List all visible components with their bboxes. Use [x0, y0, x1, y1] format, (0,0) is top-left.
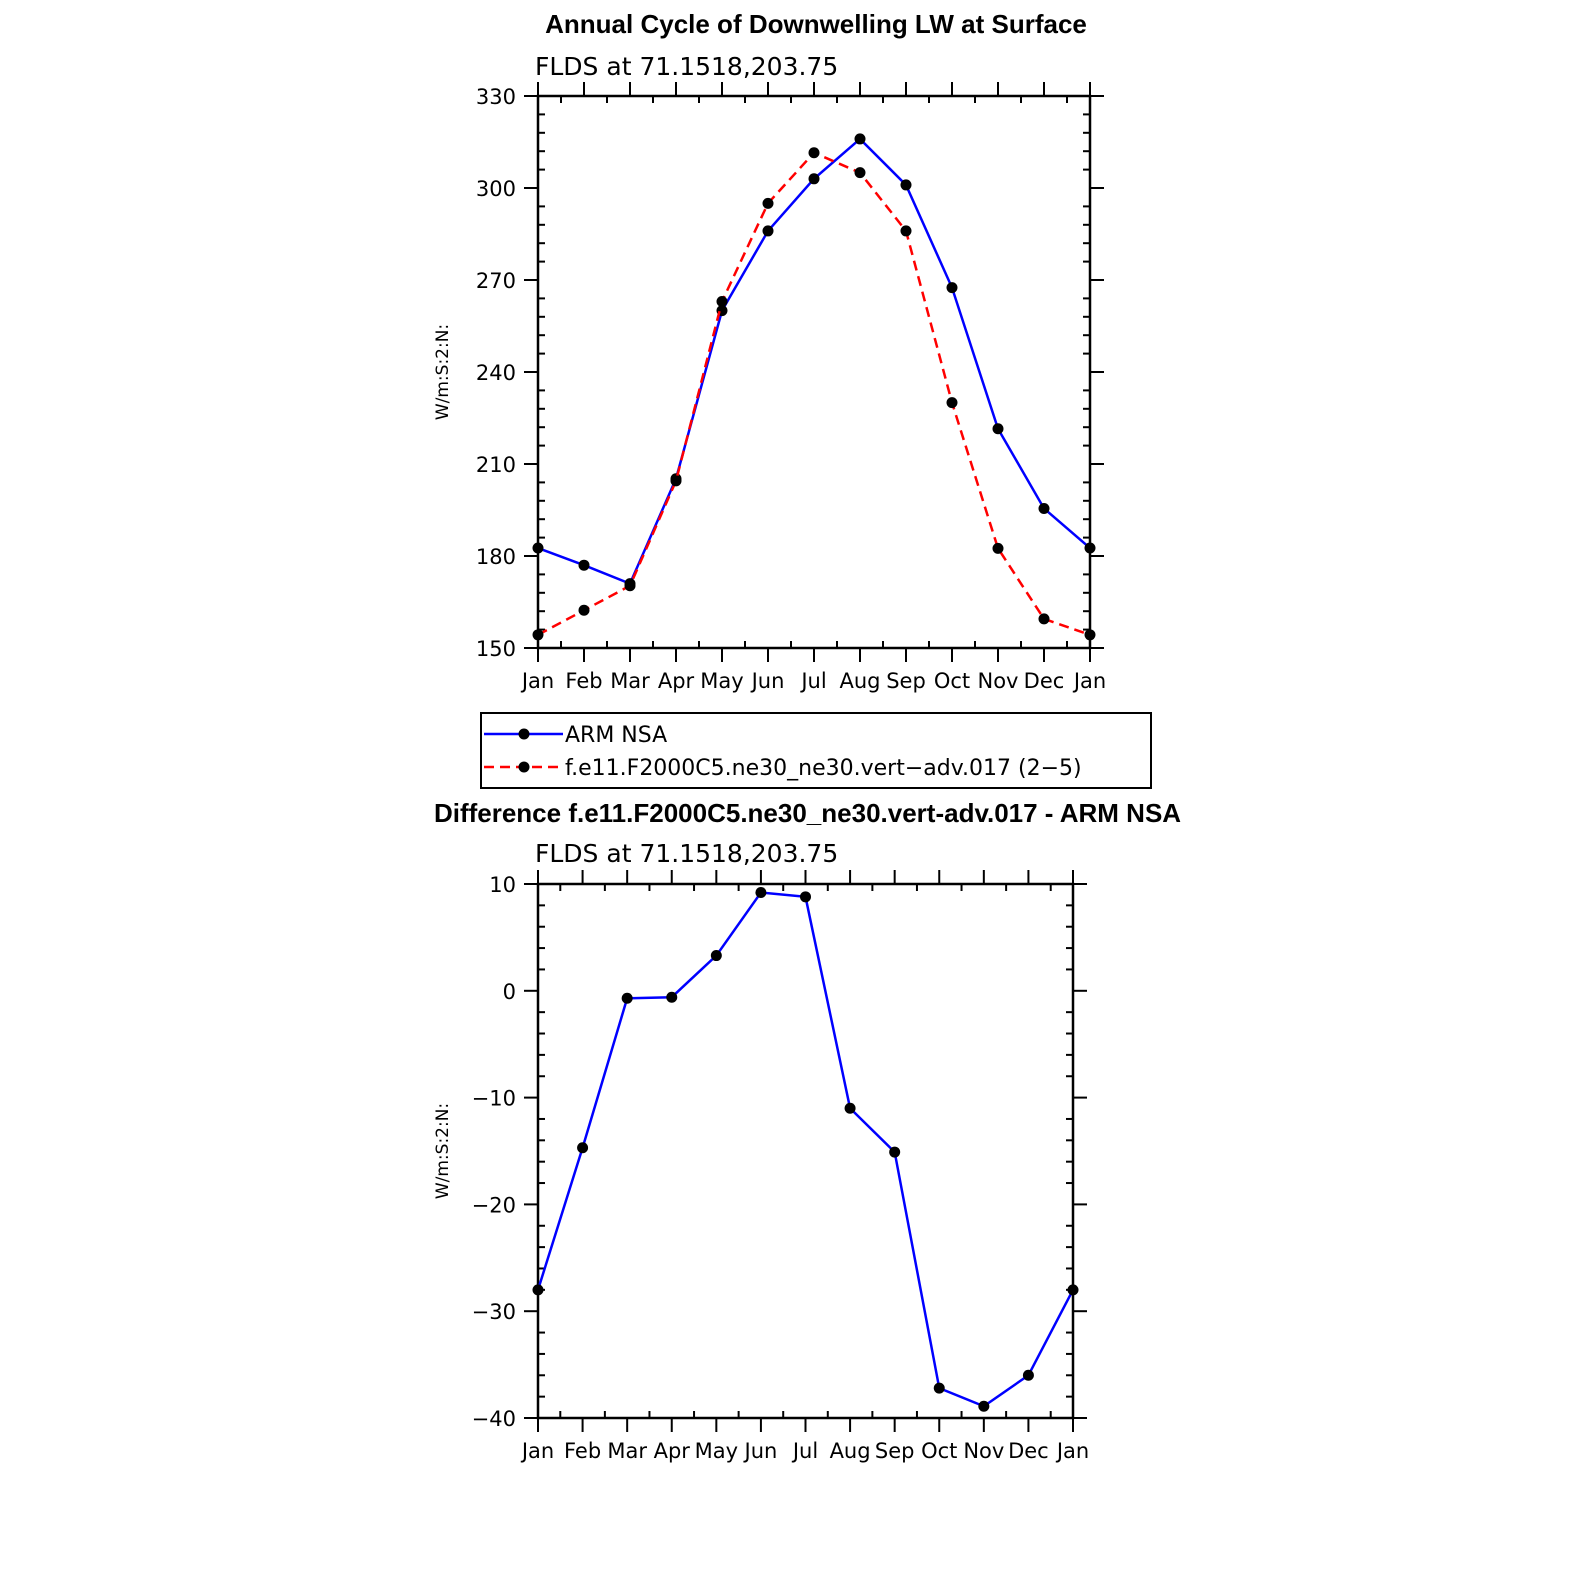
- series-point: [666, 991, 678, 1003]
- series-point: [755, 887, 767, 899]
- series-point: [992, 423, 1004, 435]
- series-point: [854, 167, 866, 179]
- series-point: [762, 197, 774, 209]
- series-point: [992, 542, 1004, 554]
- y-tick-label: 240: [476, 361, 516, 385]
- series-point: [710, 950, 722, 962]
- y-tick-label: 270: [476, 269, 516, 293]
- y-axis-label: W/m:S:2:N:: [433, 324, 453, 420]
- series-point: [532, 542, 544, 554]
- series-point: [978, 1400, 990, 1412]
- chart-subtitle: FLDS at 71.1518,203.75: [535, 839, 838, 868]
- x-tick-label: Mar: [610, 669, 650, 693]
- series-point: [1038, 502, 1050, 514]
- series-point: [900, 225, 912, 237]
- legend-swatch-marker: [518, 728, 530, 740]
- x-tick-label: Jan: [520, 1439, 554, 1463]
- y-axis-label: W/m:S:2:N:: [433, 1103, 453, 1199]
- x-tick-label: Jun: [743, 1439, 778, 1463]
- series-point: [762, 225, 774, 237]
- x-tick-label: Apr: [654, 1439, 691, 1463]
- y-tick-label: 330: [476, 85, 516, 109]
- series-point: [844, 1102, 856, 1114]
- annual-cycle-legend: ARM NSA f.e11.F2000C5.ne30_ne30.vert−adv.…: [480, 712, 1152, 789]
- series-point: [577, 1142, 589, 1154]
- x-tick-label: Feb: [564, 1439, 601, 1463]
- x-tick-label: Oct: [921, 1439, 957, 1463]
- difference-chart: Difference f.e11.F2000C5.ne30_ne30.vert-…: [433, 798, 1181, 1463]
- annual-cycle-chart: Annual Cycle of Downwelling LW at Surfac…: [433, 9, 1106, 693]
- x-tick-label: Nov: [978, 669, 1019, 693]
- legend-label: ARM NSA: [565, 723, 667, 748]
- x-tick-label: Jul: [791, 1439, 818, 1463]
- series-point: [946, 397, 958, 409]
- x-tick-label: Jan: [1072, 669, 1106, 693]
- series-point: [1084, 542, 1096, 554]
- series-point: [624, 580, 636, 592]
- x-tick-label: Mar: [607, 1439, 647, 1463]
- series-line: [537, 151, 1091, 636]
- x-tick-label: Aug: [839, 669, 880, 693]
- x-tick-label: Feb: [565, 669, 602, 693]
- x-tick-label: May: [700, 669, 743, 693]
- x-tick-label: Dec: [1024, 669, 1065, 693]
- x-tick-label: Dec: [1008, 1439, 1049, 1463]
- series-line: [536, 891, 1075, 1408]
- series-point: [621, 992, 633, 1004]
- chart-subtitle: FLDS at 71.1518,203.75: [535, 52, 838, 81]
- chart-title: Difference f.e11.F2000C5.ne30_ne30.vert-…: [434, 798, 1181, 828]
- x-tick-label: Aug: [830, 1439, 871, 1463]
- chart-title: Annual Cycle of Downwelling LW at Surfac…: [545, 9, 1087, 39]
- series-point: [889, 1146, 901, 1158]
- legend-box: [480, 712, 1152, 789]
- x-tick-label: Jan: [520, 669, 554, 693]
- series-point: [578, 559, 590, 571]
- y-tick-label: −20: [472, 1193, 516, 1217]
- y-tick-label: 210: [476, 453, 516, 477]
- x-tick-label: May: [695, 1439, 738, 1463]
- y-tick-label: −40: [472, 1407, 516, 1431]
- series-point: [1038, 613, 1050, 625]
- y-tick-label: −30: [472, 1300, 516, 1324]
- series-point: [854, 133, 866, 145]
- series-point: [1084, 629, 1096, 641]
- y-tick-label: −10: [472, 1087, 516, 1111]
- x-tick-label: Apr: [658, 669, 695, 693]
- series-point: [800, 891, 811, 903]
- series-point: [532, 629, 544, 641]
- x-tick-label: Nov: [963, 1439, 1004, 1463]
- series-point: [900, 179, 912, 191]
- series-point: [808, 173, 820, 185]
- series-point: [716, 295, 728, 307]
- series-point: [532, 1284, 544, 1296]
- y-tick-label: 10: [489, 873, 516, 897]
- x-tick-label: Jul: [799, 669, 826, 693]
- series-point: [578, 604, 590, 616]
- legend-swatch-marker: [518, 761, 530, 773]
- plot-frame: [536, 882, 1075, 1420]
- series-point: [670, 475, 682, 487]
- y-tick-label: 300: [476, 177, 516, 201]
- series-point: [1067, 1284, 1079, 1296]
- series-line: [537, 137, 1091, 586]
- series-point: [808, 147, 820, 159]
- legend-label: f.e11.F2000C5.ne30_ne30.vert−adv.017 (2−…: [565, 756, 1082, 781]
- y-tick-label: 150: [476, 637, 516, 661]
- x-tick-label: Jun: [750, 669, 785, 693]
- x-tick-label: Oct: [934, 669, 970, 693]
- x-tick-label: Sep: [886, 669, 926, 693]
- series-point: [1022, 1369, 1034, 1381]
- series-point: [946, 282, 958, 294]
- y-tick-label: 180: [476, 545, 516, 569]
- x-tick-label: Sep: [875, 1439, 915, 1463]
- series-point: [933, 1382, 945, 1394]
- x-tick-label: Jan: [1055, 1439, 1089, 1463]
- y-tick-label: 0: [503, 980, 516, 1004]
